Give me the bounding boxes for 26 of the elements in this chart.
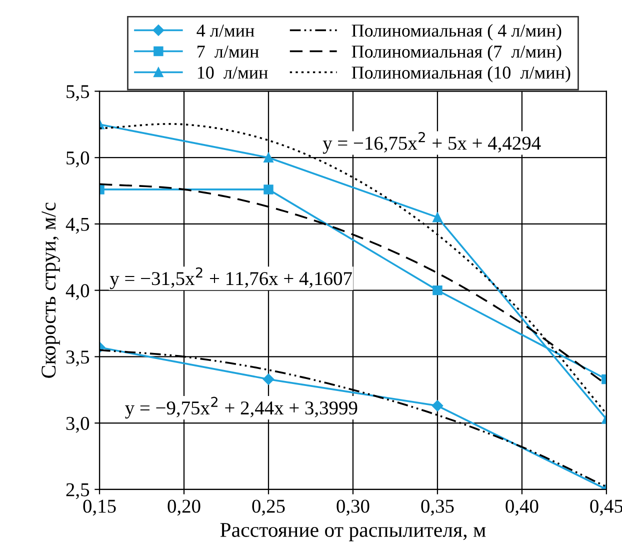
- x-tick-label: 0,20: [168, 500, 200, 516]
- x-tick-label: 0,35: [421, 500, 454, 516]
- annotation: y = −16,75x$^{2}$ + 5x + 4,4294: [322, 132, 541, 154]
- x-tick-label: 0,30: [336, 500, 370, 516]
- legend-label: 7 л/мин: [198, 46, 259, 58]
- y-tick-label: 5,0: [66, 151, 90, 168]
- annotation: y = −9,75x$^{2}$ + 2,44x + 3,3999: [125, 396, 358, 419]
- y-tick-label: 2,5: [66, 483, 90, 500]
- x-axis-title: Расстояние от распылителя, м: [220, 523, 486, 542]
- point: [262, 374, 274, 385]
- point: [432, 400, 444, 412]
- legend-label: 10 л/мин: [198, 66, 268, 79]
- y-tick-label: 4,5: [66, 218, 90, 234]
- x-tick-label: 0,25: [252, 500, 285, 516]
- legend-label: Полиномиальная (7 л/мин): [352, 45, 562, 62]
- y-tick-label: 3,0: [66, 416, 90, 433]
- y-tick-label: 3,5: [66, 350, 90, 366]
- annotation: y = −31,5x$^{2}$ + 11,76x + 4,1607: [110, 267, 352, 290]
- x-tick-label: 0,40: [506, 500, 538, 516]
- y-tick-label: 5,5: [66, 85, 90, 101]
- legend-label: Полиномиальная (10 л/мин): [352, 66, 570, 82]
- y-tick-label: 4,0: [66, 284, 90, 300]
- y-axis-title: Скорость струи, м/с: [42, 202, 60, 378]
- legend-label: Полиномиальная ( 4 л/мин): [352, 24, 562, 40]
- x-tick-label: 0,15: [83, 500, 116, 516]
- legend-label: 4 л/мин: [196, 24, 254, 37]
